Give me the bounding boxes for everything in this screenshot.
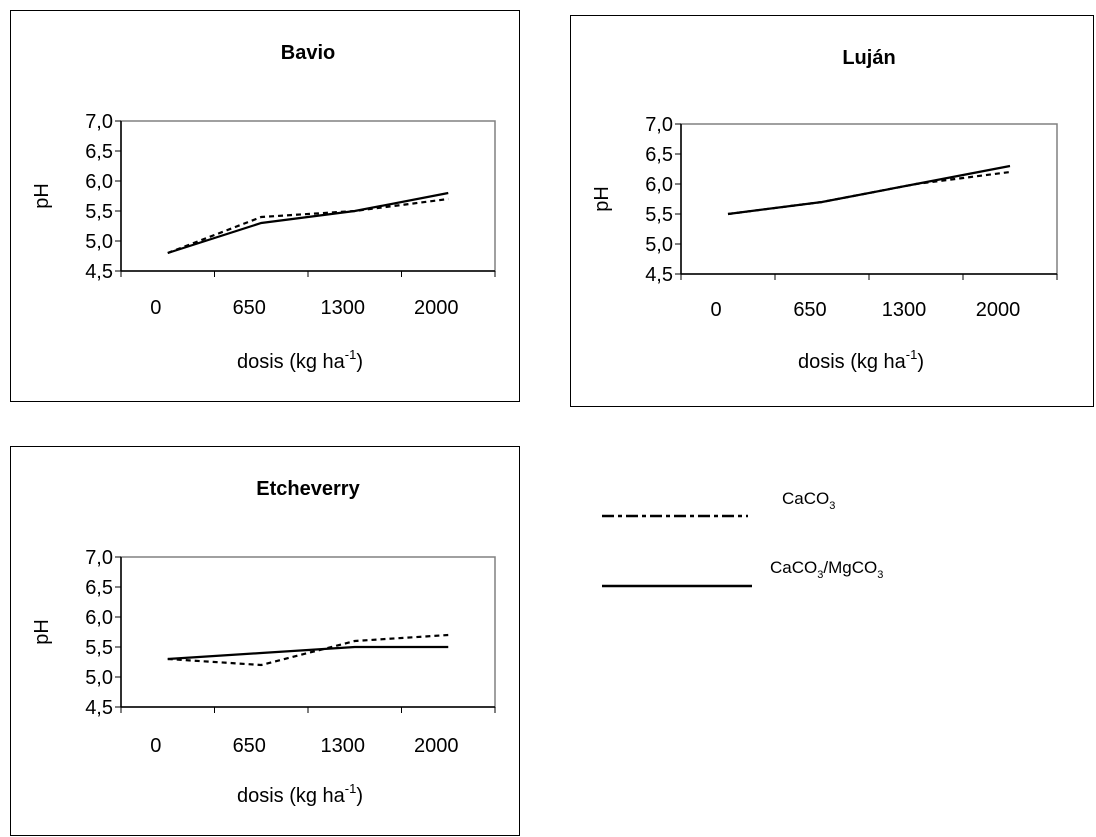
x-tick-label: 2000 [414, 297, 459, 319]
x-axis-label: dosis (kg ha-1) [237, 781, 363, 807]
x-axis-label: dosis (kg ha-1) [237, 347, 363, 373]
y-tick-label: 6,5 [645, 144, 673, 166]
y-tick-label: 4,5 [645, 264, 673, 286]
y-axis-label: pH [31, 183, 53, 209]
y-tick-label: 6,5 [85, 577, 113, 599]
x-tick-label: 2000 [414, 735, 459, 757]
y-tick-label: 5,5 [85, 637, 113, 659]
x-tick-label: 650 [233, 297, 266, 319]
series-line-caco3 [167, 197, 449, 255]
x-tick-label: 0 [710, 299, 721, 321]
legend-label-caco3: CaCO3 [782, 489, 835, 512]
y-tick-label: 6,0 [85, 607, 113, 629]
y-axis-label: pH [31, 619, 53, 645]
series-line-caco3-mgco3 [167, 191, 449, 255]
x-tick-label: 650 [793, 299, 826, 321]
y-tick-label: 6,0 [645, 174, 673, 196]
y-axis-label: pH [591, 186, 613, 212]
chart-panel-bavio: Bavio 4,5 5,0 5,5 6,0 6,5 7,0 0 650 1300 2000 pH dos… [10, 10, 520, 402]
y-tick-label: 7,0 [85, 111, 113, 133]
y-tick-label: 7,0 [85, 547, 113, 569]
legend-label-caco3-mgco3: CaCO3/MgCO3 [770, 558, 883, 581]
y-tick-label: 5,5 [85, 201, 113, 223]
y-tick-label: 5,5 [645, 204, 673, 226]
chart-svg: Luján 4,5 5,0 5,5 6,0 6,5 7,0 0 650 1300 2000 pH dos… [591, 47, 1058, 373]
chart-title: Luján [842, 47, 895, 69]
plot-area-frame [680, 123, 1058, 275]
chart-panel-etcheverry: Etcheverry 4,5 5,0 5,5 6,0 6,5 7,0 0 650 1300 2000… [10, 446, 520, 836]
series-line-caco3-mgco3 [727, 164, 1011, 216]
chart-svg: Bavio 4,5 5,0 5,5 6,0 6,5 7,0 0 650 1300 2000 pH dos… [31, 42, 496, 373]
chart-panel-lujan: Luján 4,5 5,0 5,5 6,0 6,5 7,0 0 650 1300 2000 pH dos… [570, 15, 1094, 407]
chart-legend: CaCO3 CaCO3/MgCO3 [602, 489, 883, 588]
x-tick-label: 1300 [321, 735, 366, 757]
x-tick-label: 1300 [321, 297, 366, 319]
x-tick-label: 650 [233, 735, 266, 757]
x-axis-label: dosis (kg ha-1) [798, 347, 924, 373]
y-tick-label: 5,0 [85, 667, 113, 689]
x-tick-label: 2000 [976, 299, 1021, 321]
chart-title: Etcheverry [256, 478, 360, 500]
plot-area-frame [120, 556, 496, 708]
chart-title: Bavio [281, 42, 335, 64]
x-tick-label: 1300 [882, 299, 927, 321]
y-tick-label: 4,5 [85, 697, 113, 719]
y-tick-label: 6,5 [85, 141, 113, 163]
series-line-caco3-mgco3 [167, 645, 449, 661]
chart-svg: Etcheverry 4,5 5,0 5,5 6,0 6,5 7,0 0 650 1300 2000… [31, 478, 496, 807]
y-tick-label: 6,0 [85, 171, 113, 193]
series-line-caco3 [167, 633, 449, 667]
y-tick-label: 4,5 [85, 261, 113, 283]
y-tick-label: 5,0 [85, 231, 113, 253]
y-tick-label: 5,0 [645, 234, 673, 256]
y-tick-label: 7,0 [645, 114, 673, 136]
x-tick-label: 0 [150, 297, 161, 319]
x-tick-label: 0 [150, 735, 161, 757]
